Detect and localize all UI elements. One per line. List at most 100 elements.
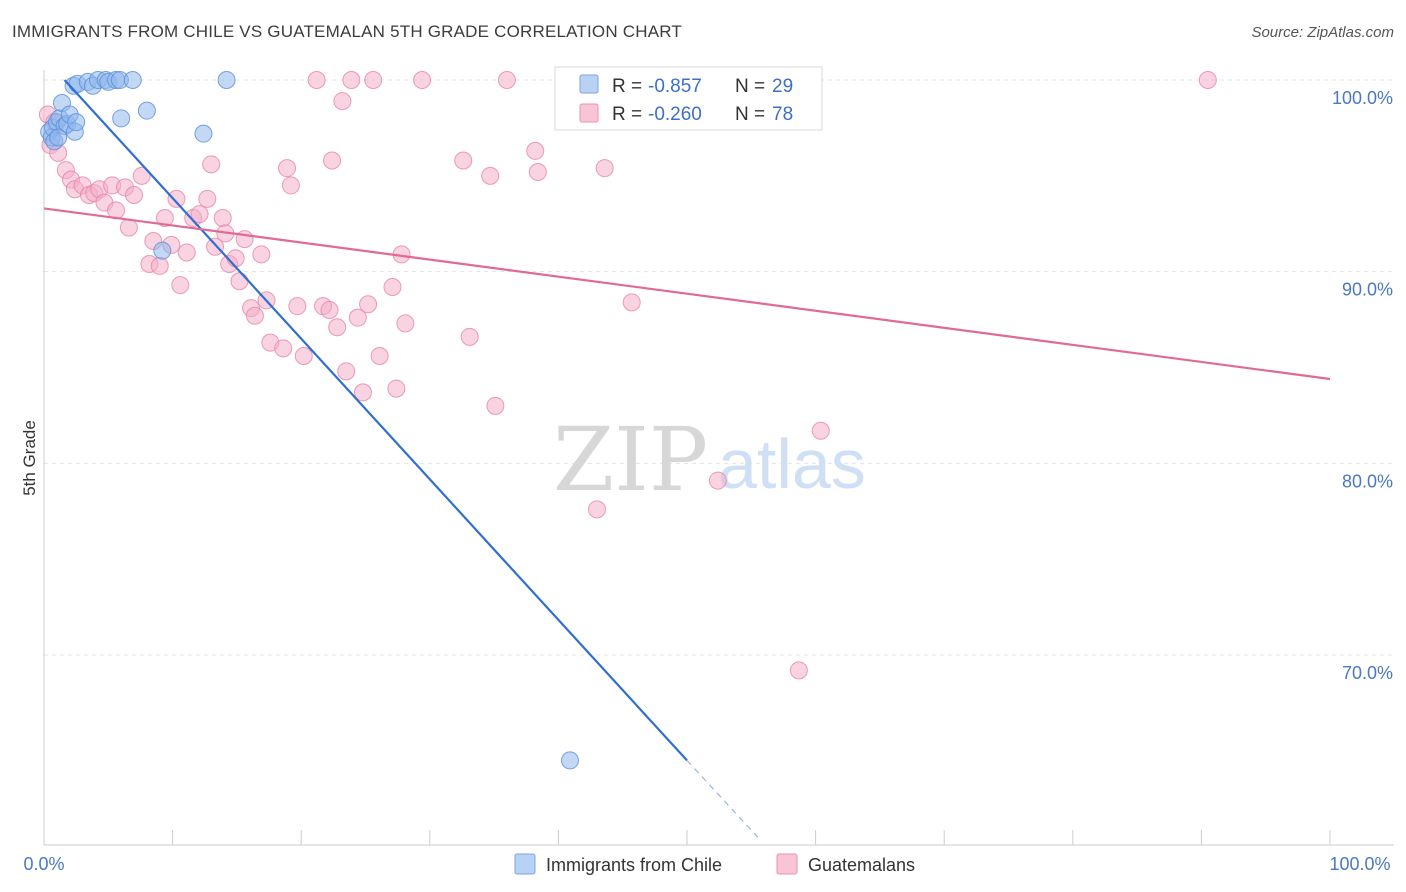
point-guatemalans-71: [595, 159, 614, 178]
point-guatemalans-75: [811, 421, 830, 440]
point-guatemalans-53: [337, 362, 356, 381]
point-guatemalans-30: [206, 237, 225, 256]
chart-source: Source: ZipAtlas.com: [1251, 24, 1394, 41]
stats-n-label-chile: N =: [735, 76, 765, 97]
point-guatemalans-58: [364, 71, 383, 89]
stats-legend: R = -0.857 N = 29 R = -0.260 N = 78: [554, 66, 823, 131]
point-guatemalans-20: [150, 256, 169, 275]
series-guatemalans: [38, 71, 1217, 680]
point-guatemalans-34: [226, 249, 245, 268]
point-chile-23: [137, 101, 156, 120]
point-guatemalans-73: [708, 471, 727, 490]
stats-r-value-guatemalans: -0.260: [648, 104, 702, 125]
legend-label-guatemalans: Guatemalans: [808, 855, 915, 875]
point-guatemalans-38: [245, 306, 264, 325]
point-guatemalans-62: [396, 314, 415, 333]
trend-lines: [43, 79, 1331, 838]
stats-n-value-chile: 29: [772, 76, 793, 97]
point-chile-27: [560, 751, 579, 770]
y-tick-label-1: 90.0%: [1342, 280, 1393, 300]
point-guatemalans-35: [230, 272, 249, 291]
gridlines: [44, 79, 1394, 656]
y-tick-label-0: 100.0%: [1332, 88, 1393, 108]
point-chile-11: [67, 113, 86, 132]
watermark: ZIP atlas: [553, 408, 866, 511]
point-guatemalans-17: [132, 166, 151, 185]
stats-r-label-chile: R =: [612, 76, 642, 97]
stats-r-value-chile: -0.857: [648, 76, 702, 97]
point-guatemalans-67: [486, 396, 505, 415]
point-guatemalans-49: [320, 301, 339, 319]
stats-legend-box: [554, 66, 823, 131]
y-tick-label-2: 80.0%: [1342, 471, 1393, 491]
stats-r-label-guatemalans: R =: [612, 104, 642, 125]
point-guatemalans-64: [454, 151, 473, 170]
point-guatemalans-47: [307, 71, 326, 89]
stats-n-label-guatemalans: N =: [735, 104, 765, 125]
point-chile-28: [49, 128, 68, 147]
point-guatemalans-57: [359, 295, 378, 314]
point-chile-24: [194, 124, 213, 143]
point-guatemalans-45: [288, 297, 307, 316]
point-guatemalans-77: [1198, 71, 1217, 89]
point-guatemalans-21: [155, 209, 174, 227]
y-axis-title: 5th Grade: [20, 420, 39, 496]
point-guatemalans-42: [274, 339, 293, 358]
series-legend: Immigrants from Chile Guatemalans: [514, 853, 915, 875]
point-guatemalans-60: [383, 278, 402, 296]
legend-swatch-chile: [514, 853, 536, 875]
point-guatemalans-65: [460, 327, 479, 346]
point-guatemalans-39: [252, 245, 271, 264]
point-guatemalans-51: [328, 318, 347, 337]
point-guatemalans-50: [323, 151, 342, 170]
point-chile-25: [217, 71, 236, 89]
y-axis-tick-labels: 100.0% 90.0% 80.0% 70.0%: [1332, 88, 1393, 683]
point-guatemalans-66: [481, 166, 500, 185]
point-guatemalans-28: [198, 189, 217, 208]
point-guatemalans-78: [587, 500, 606, 519]
stats-legend-swatch-guatemalans: [579, 103, 599, 123]
point-guatemalans-56: [353, 383, 372, 402]
point-guatemalans-23: [167, 189, 186, 208]
point-guatemalans-46: [294, 347, 313, 365]
legend-swatch-guatemalans: [776, 853, 798, 875]
point-guatemalans-31: [213, 209, 232, 227]
point-guatemalans-59: [370, 347, 389, 365]
point-guatemalans-52: [333, 92, 352, 111]
point-guatemalans-44: [281, 176, 300, 195]
watermark-atlas: atlas: [718, 425, 866, 503]
point-guatemalans-68: [497, 71, 516, 89]
point-guatemalans-55: [348, 308, 367, 327]
series-immigrants-from-chile: [40, 71, 579, 770]
stats-n-value-guatemalans: 78: [772, 104, 793, 125]
legend-label-chile: Immigrants from Chile: [546, 855, 722, 875]
point-guatemalans-61: [387, 379, 406, 398]
point-guatemalans-76: [789, 661, 808, 680]
y-tick-label-3: 70.0%: [1342, 663, 1393, 683]
point-chile-22: [123, 71, 142, 89]
point-chile-21: [112, 109, 131, 128]
point-guatemalans-16: [125, 186, 144, 204]
point-guatemalans-43: [278, 159, 297, 178]
point-guatemalans-27: [190, 205, 209, 224]
point-guatemalans-25: [177, 243, 196, 262]
x-tick-label-max: 100.0%: [1329, 854, 1390, 874]
point-guatemalans-72: [622, 293, 641, 312]
watermark-zip: ZIP: [553, 408, 708, 511]
point-guatemalans-63: [413, 71, 432, 89]
point-guatemalans-15: [119, 218, 138, 237]
x-tick-label-min: 0.0%: [23, 854, 64, 874]
trend-line-guatemalans: [43, 207, 1331, 381]
point-guatemalans-24: [171, 276, 190, 295]
trend-line-chile: [63, 79, 688, 762]
point-guatemalans-54: [342, 71, 361, 89]
x-axis-ticks: [172, 830, 1331, 845]
point-guatemalans-69: [526, 141, 545, 160]
trend-line-chile-extension: [686, 760, 759, 838]
chart-title: IMMIGRANTS FROM CHILE VS GUATEMALAN 5TH …: [12, 22, 683, 41]
point-guatemalans-70: [528, 163, 547, 181]
point-chile-26: [153, 241, 172, 260]
stats-legend-swatch-chile: [579, 74, 599, 94]
point-guatemalans-29: [202, 155, 221, 174]
